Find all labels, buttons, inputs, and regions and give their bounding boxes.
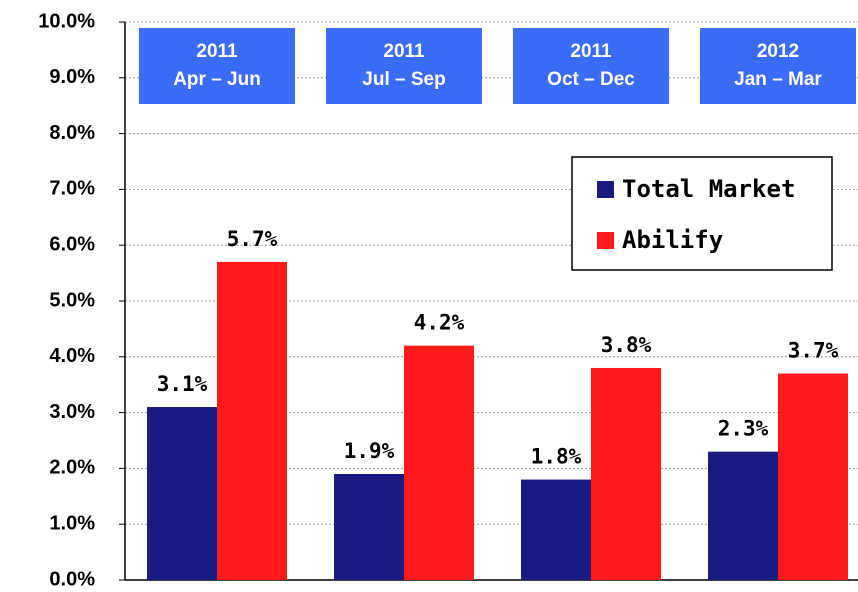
- category-label: Oct – Dec: [547, 69, 635, 90]
- value-label: 2.3%: [718, 417, 769, 441]
- legend-swatch: [597, 232, 614, 249]
- y-tick-label: 2.0%: [49, 457, 95, 479]
- category-label: 2011: [383, 41, 425, 62]
- category-label: Apr – Jun: [173, 69, 261, 90]
- bar: [778, 373, 848, 580]
- y-tick-label: 6.0%: [49, 233, 95, 255]
- category-label: 2011: [570, 41, 612, 62]
- legend-label: Total Market: [622, 175, 795, 203]
- category-label: 2011: [196, 41, 238, 62]
- value-label: 4.2%: [414, 311, 465, 335]
- bar: [334, 473, 404, 580]
- y-tick-label: 7.0%: [49, 178, 95, 200]
- y-tick-label: 10.0%: [38, 10, 95, 32]
- category-box: [326, 28, 482, 104]
- y-tick-label: 0.0%: [49, 568, 95, 590]
- value-label: 1.8%: [531, 445, 582, 469]
- category-label: Jan – Mar: [734, 69, 822, 90]
- value-label: 3.7%: [788, 339, 839, 363]
- category-box: [700, 28, 856, 104]
- legend-swatch: [597, 181, 614, 198]
- value-label: 1.9%: [344, 439, 395, 463]
- y-tick-label: 5.0%: [49, 289, 95, 311]
- category-label: Jul – Sep: [362, 69, 445, 90]
- bar: [708, 451, 778, 580]
- value-label: 3.8%: [601, 333, 652, 357]
- category-box: [513, 28, 669, 104]
- y-tick-label: 4.0%: [49, 345, 95, 367]
- bar: [521, 479, 591, 580]
- value-label: 3.1%: [157, 372, 208, 396]
- y-tick-label: 3.0%: [49, 401, 95, 423]
- bar: [404, 345, 474, 580]
- y-tick-label: 9.0%: [49, 66, 95, 88]
- y-tick-label: 1.0%: [49, 512, 95, 534]
- bar: [147, 407, 217, 580]
- legend-label: Abilify: [622, 226, 723, 254]
- category-box: [139, 28, 295, 104]
- category-label: 2012: [757, 41, 799, 62]
- bar: [217, 261, 287, 580]
- legend-box: [571, 156, 833, 271]
- value-label: 5.7%: [227, 227, 278, 251]
- y-tick-label: 8.0%: [49, 122, 95, 144]
- bar: [591, 367, 661, 580]
